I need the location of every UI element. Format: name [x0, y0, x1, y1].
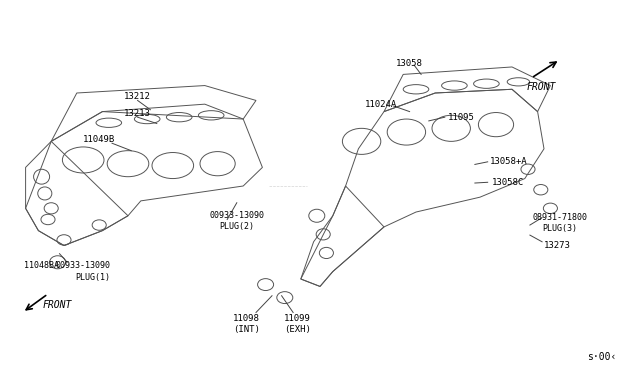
Text: PLUG(3): PLUG(3): [543, 224, 577, 233]
Text: 11049B: 11049B: [83, 135, 115, 144]
Text: (EXH): (EXH): [284, 325, 311, 334]
Text: 00933-13090: 00933-13090: [56, 262, 111, 270]
Text: 11048BA: 11048BA: [24, 262, 59, 270]
Text: 13273: 13273: [543, 241, 570, 250]
Text: 11099: 11099: [284, 314, 311, 323]
Text: 13058C: 13058C: [492, 178, 524, 187]
Text: PLUG(2): PLUG(2): [220, 222, 254, 231]
Text: 11098: 11098: [233, 314, 260, 323]
Text: 08931-71800: 08931-71800: [532, 213, 588, 222]
Text: 13212: 13212: [124, 92, 151, 101]
Text: 11024A: 11024A: [365, 100, 397, 109]
Text: (INT): (INT): [233, 325, 260, 334]
Text: s·00‹: s·00‹: [587, 352, 616, 362]
Text: 13213: 13213: [124, 109, 151, 118]
Text: 00933-13090: 00933-13090: [209, 211, 264, 220]
Text: FRONT: FRONT: [43, 300, 72, 310]
Text: FRONT: FRONT: [526, 83, 556, 92]
Text: PLUG(1): PLUG(1): [76, 273, 110, 282]
Text: 11095: 11095: [447, 113, 474, 122]
Text: 13058: 13058: [396, 59, 423, 68]
Text: 13058+A: 13058+A: [490, 157, 527, 166]
